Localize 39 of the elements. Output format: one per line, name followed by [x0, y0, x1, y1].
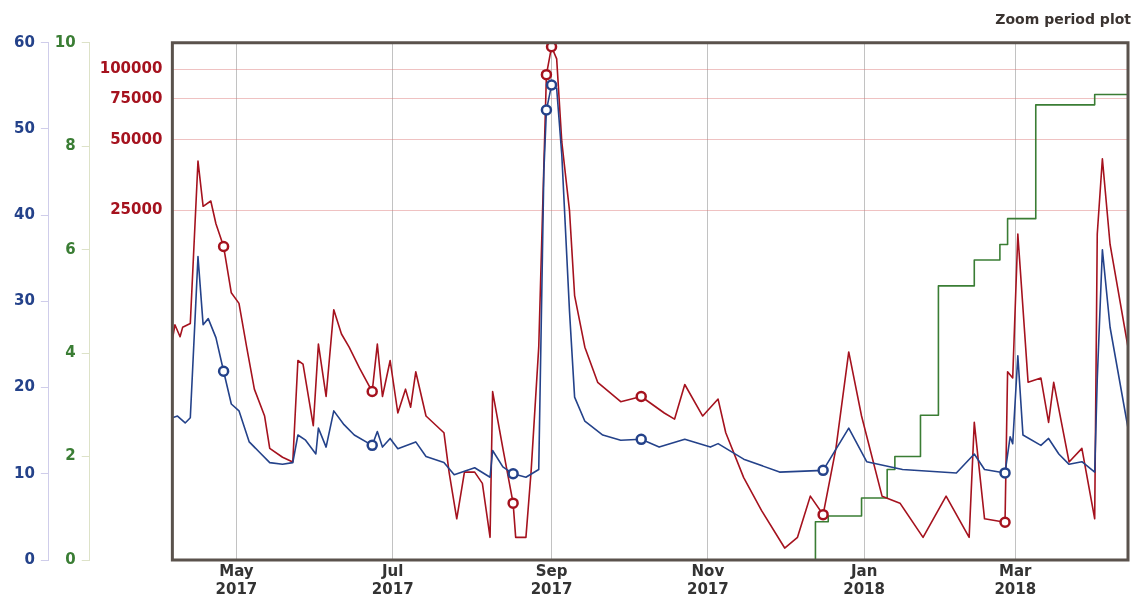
y2-tick-label: 50000	[110, 129, 163, 148]
point	[540, 104, 553, 116]
point	[635, 433, 647, 446]
chart-title: Zoom period plot	[995, 11, 1132, 28]
point	[817, 464, 829, 477]
y3-tick-label: 2	[65, 446, 76, 465]
y3-tick-label: 4	[65, 343, 76, 362]
y2-tick-label: 75000	[110, 88, 163, 107]
point	[999, 516, 1011, 528]
x-tick-label: May 2017	[215, 561, 258, 598]
y3-tick-label: 8	[65, 136, 76, 155]
y-tick-label: 30	[14, 291, 35, 310]
y-tick-label: 60	[14, 32, 35, 51]
point	[507, 497, 519, 509]
x-tick-label: Sep 2017	[530, 561, 573, 598]
point	[217, 240, 230, 253]
point	[366, 439, 378, 452]
point	[540, 68, 553, 81]
point	[507, 468, 519, 480]
y3-tick-label: 10	[54, 32, 76, 51]
x-tick-label: Mar 2018	[994, 561, 1037, 598]
y3-tick-label: 6	[65, 239, 76, 258]
y3-tick-label: 0	[65, 549, 76, 568]
y-tick-label: 0	[24, 549, 35, 568]
y-tick-label: 20	[14, 377, 35, 396]
y-tick-label: 50	[14, 118, 35, 137]
x-tick-label: Nov 2017	[686, 561, 729, 598]
point	[366, 385, 378, 398]
point	[635, 390, 647, 403]
x-tick-label: Jan 2018	[843, 561, 885, 598]
point	[817, 508, 829, 521]
y2-tick-label: 25000	[110, 200, 163, 219]
point	[999, 467, 1011, 479]
y-tick-label: 10	[14, 463, 35, 482]
y2-tick-label: 100000	[99, 59, 163, 78]
x-tick-label: Jul 2017	[371, 561, 414, 598]
point	[545, 79, 558, 91]
point	[217, 365, 230, 377]
y-tick-label: 40	[14, 205, 35, 224]
